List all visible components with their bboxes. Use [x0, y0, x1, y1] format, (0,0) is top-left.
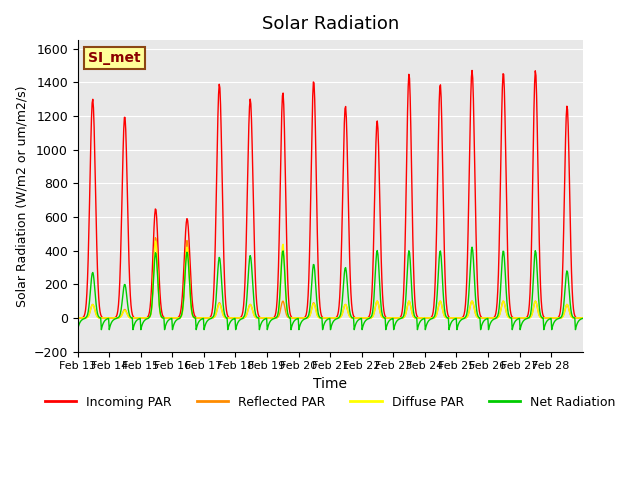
Net Radiation: [226, 320, 234, 326]
Incoming PAR: [226, 315, 234, 321]
Net Radiation: [251, 307, 259, 313]
Diffuse PAR: [152, 238, 159, 244]
Net Radiation: [410, 312, 418, 318]
Reflected PAR: [74, 315, 81, 321]
Incoming PAR: [468, 68, 476, 73]
Y-axis label: Solar Radiation (W/m2 or um/m2/s): Solar Radiation (W/m2 or um/m2/s): [15, 85, 28, 307]
Title: Solar Radiation: Solar Radiation: [262, 15, 399, 33]
Line: Net Radiation: Net Radiation: [77, 247, 582, 330]
Net Radiation: [74, 327, 81, 333]
Net Radiation: [270, 316, 278, 322]
Reflected PAR: [383, 315, 390, 321]
Line: Reflected PAR: Reflected PAR: [77, 238, 582, 318]
Line: Diffuse PAR: Diffuse PAR: [77, 241, 582, 318]
Legend: Incoming PAR, Reflected PAR, Diffuse PAR, Net Radiation: Incoming PAR, Reflected PAR, Diffuse PAR…: [40, 391, 621, 414]
Incoming PAR: [579, 315, 586, 321]
Net Radiation: [468, 244, 476, 250]
X-axis label: Time: Time: [313, 377, 347, 391]
Diffuse PAR: [411, 315, 419, 321]
Net Radiation: [579, 315, 586, 321]
Incoming PAR: [410, 282, 418, 288]
Incoming PAR: [133, 315, 141, 321]
Diffuse PAR: [579, 315, 586, 321]
Reflected PAR: [227, 315, 234, 321]
Incoming PAR: [251, 257, 259, 263]
Line: Incoming PAR: Incoming PAR: [77, 71, 582, 318]
Incoming PAR: [74, 315, 81, 321]
Reflected PAR: [252, 314, 259, 320]
Reflected PAR: [133, 315, 141, 321]
Reflected PAR: [152, 235, 159, 240]
Incoming PAR: [270, 314, 278, 320]
Net Radiation: [382, 327, 390, 333]
Reflected PAR: [579, 315, 586, 321]
Reflected PAR: [271, 315, 278, 321]
Reflected PAR: [411, 315, 419, 321]
Diffuse PAR: [74, 315, 81, 321]
Incoming PAR: [382, 314, 390, 320]
Net Radiation: [133, 317, 141, 323]
Diffuse PAR: [133, 315, 141, 321]
Diffuse PAR: [383, 315, 390, 321]
Diffuse PAR: [271, 315, 278, 321]
Text: SI_met: SI_met: [88, 51, 140, 65]
Diffuse PAR: [227, 315, 234, 321]
Diffuse PAR: [252, 314, 259, 320]
